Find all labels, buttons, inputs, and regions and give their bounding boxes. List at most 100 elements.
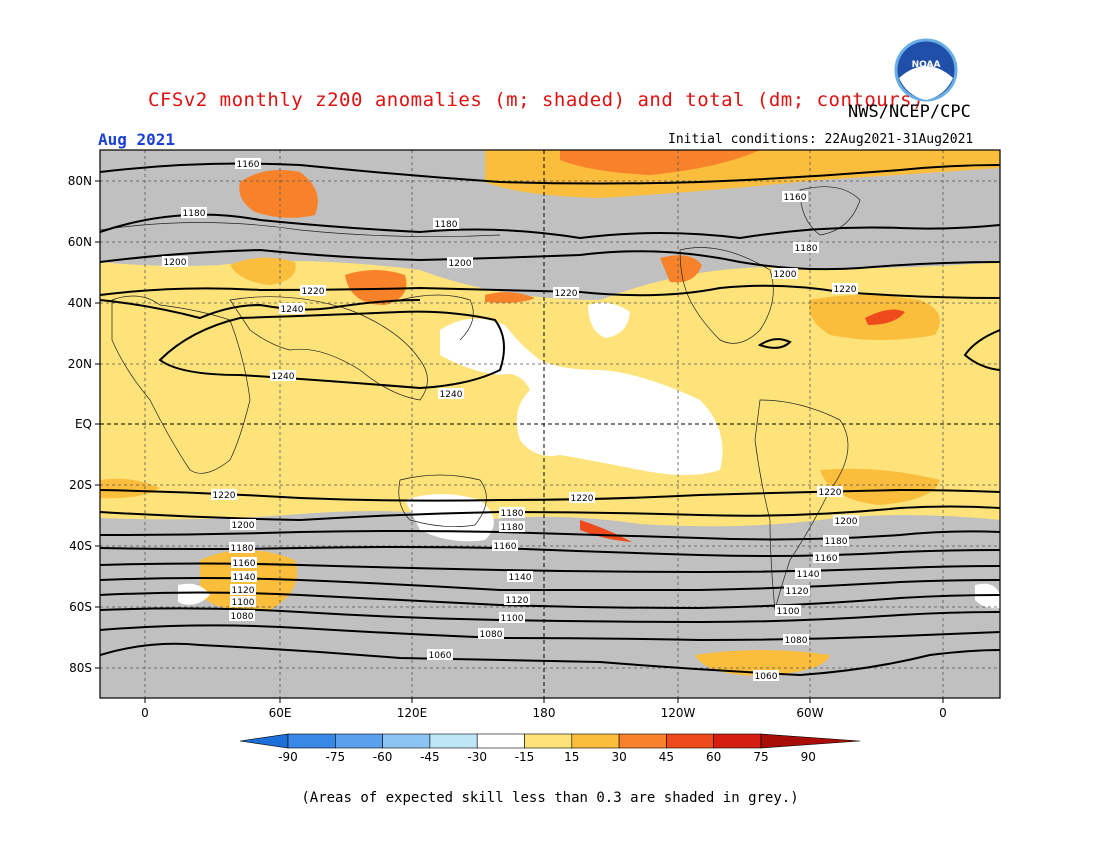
graticule	[100, 150, 1000, 698]
svg-text:1200: 1200	[774, 270, 797, 280]
contour-label: 1120	[784, 585, 810, 597]
contour-label: 1120	[230, 584, 256, 596]
anomaly-map: NOAA	[68, 38, 1001, 764]
contour-label: 1200	[833, 515, 859, 527]
contour-label: 1060	[753, 670, 779, 682]
colorbar-tick-label: 15	[564, 750, 579, 764]
colorbar-tick-label: -45	[420, 750, 440, 764]
svg-text:1120: 1120	[786, 587, 809, 597]
lon-tick-label: 180	[533, 706, 556, 720]
svg-text:1220: 1220	[571, 494, 594, 504]
svg-text:1160: 1160	[815, 554, 838, 564]
contour-label: 1220	[211, 489, 237, 501]
lon-tick-label: 120W	[661, 706, 696, 720]
contour-label: 1160	[492, 540, 518, 552]
contour-label: 1160	[782, 191, 808, 203]
lat-tick-label: 40S	[69, 539, 92, 553]
colorbar-tick-label: 30	[611, 750, 626, 764]
lon-tick-label: 60E	[269, 706, 292, 720]
contour-label: 1140	[507, 571, 533, 583]
colorbar-swatch	[287, 733, 336, 749]
latitude-axis: 80N 60N 40N 20N EQ 20S 40S 60S 80S	[68, 174, 100, 675]
very-strong-anomaly-natl	[865, 309, 905, 325]
colorbar-tick-label: -30	[467, 750, 487, 764]
colorbar-tick-label: 75	[753, 750, 768, 764]
colorbar-arrow-left	[239, 733, 289, 749]
coastlines	[100, 186, 861, 611]
lat-tick-label: 40N	[68, 296, 92, 310]
contour-label: 1080	[478, 628, 504, 640]
near-zero-npac	[588, 302, 630, 338]
colorbar-swatch	[382, 733, 431, 749]
svg-text:1180: 1180	[501, 509, 524, 519]
contour-label: 1240	[279, 303, 305, 315]
svg-text:1160: 1160	[784, 193, 807, 203]
colorbar-tick-label: -60	[373, 750, 393, 764]
positive-anomaly-caspian	[230, 257, 296, 285]
contour-label: 1180	[433, 218, 459, 230]
svg-text:1100: 1100	[501, 614, 524, 624]
colorbar-swatch	[334, 733, 383, 749]
svg-text:1120: 1120	[506, 596, 529, 606]
positive-anomaly-satl	[820, 468, 940, 505]
contour-label: 1100	[499, 612, 525, 624]
contour-label: 1120	[504, 594, 530, 606]
svg-text:1080: 1080	[231, 612, 254, 622]
svg-text:1240: 1240	[272, 372, 295, 382]
positive-anomaly-antarctic	[695, 650, 830, 676]
svg-text:1220: 1220	[213, 491, 236, 501]
lon-tick-label: 120E	[397, 706, 428, 720]
svg-text:1160: 1160	[237, 160, 260, 170]
forecast-month: Aug 2021	[98, 130, 176, 149]
svg-text:1100: 1100	[232, 598, 255, 608]
lat-tick-label: 20S	[69, 478, 92, 492]
colorbar-swatch	[429, 733, 478, 749]
svg-text:1180: 1180	[795, 244, 818, 254]
svg-text:1200: 1200	[449, 259, 472, 269]
near-zero-pacific	[440, 318, 723, 475]
svg-text:1180: 1180	[183, 209, 206, 219]
svg-text:1220: 1220	[302, 287, 325, 297]
near-zero-south-1	[178, 583, 210, 605]
colorbar-tick-label: 60	[706, 750, 721, 764]
contour-label: 1180	[181, 207, 207, 219]
svg-text:1180: 1180	[501, 523, 524, 533]
contour-label: 1180	[823, 535, 849, 547]
colorbar-tick-label: -15	[515, 750, 535, 764]
svg-text:1200: 1200	[835, 517, 858, 527]
colorbar-tick-label: -90	[278, 750, 298, 764]
colorbar-swatch	[571, 733, 620, 749]
svg-text:1100: 1100	[777, 607, 800, 617]
svg-text:1220: 1220	[834, 285, 857, 295]
lat-tick-label: EQ	[75, 417, 92, 431]
contour-labels: 1160 1180 1180 1160 1180 1200 1200 1200 1220 1220…	[162, 158, 859, 682]
colorbar: -90 -75 -60 -45 -30 -15 15 30 45 60 75 90	[239, 733, 861, 764]
svg-text:1060: 1060	[755, 672, 778, 682]
svg-text:1080: 1080	[480, 630, 503, 640]
contour-label: 1160	[231, 557, 257, 569]
colorbar-swatch	[618, 733, 667, 749]
contour-label: 1180	[499, 521, 525, 533]
svg-text:1140: 1140	[797, 570, 820, 580]
contour-label: 1240	[270, 370, 296, 382]
contour-label: 1160	[235, 158, 261, 170]
colorbar-swatch	[713, 733, 762, 749]
svg-text:1240: 1240	[281, 305, 304, 315]
colorbar-swatch	[666, 733, 715, 749]
colorbar-tick-label: 45	[659, 750, 674, 764]
svg-text:1160: 1160	[233, 559, 256, 569]
svg-text:1140: 1140	[509, 573, 532, 583]
contour-label: 1080	[229, 610, 255, 622]
svg-text:1160: 1160	[494, 542, 517, 552]
strong-anomaly-arctic	[560, 150, 760, 175]
svg-text:1180: 1180	[435, 220, 458, 230]
contour-label: 1060	[427, 649, 453, 661]
contour-label: 1180	[229, 542, 255, 554]
footnote: (Areas of expected skill less than 0.3 a…	[301, 790, 799, 806]
svg-text:1180: 1180	[825, 537, 848, 547]
colorbar-swatch	[524, 733, 573, 749]
contour-label: 1180	[499, 507, 525, 519]
lat-tick-label: 60S	[69, 600, 92, 614]
agency-label: NWS/NCEP/CPC	[848, 102, 971, 122]
colorbar-tick-label: 90	[801, 750, 816, 764]
